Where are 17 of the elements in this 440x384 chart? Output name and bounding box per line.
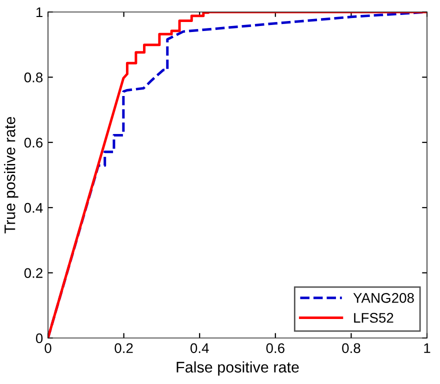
y-tick-label: 0 <box>36 333 43 344</box>
line-series <box>48 12 427 338</box>
y-tick-label: 0.4 <box>24 202 43 213</box>
y-tick-label: 0.6 <box>24 138 43 148</box>
x-tick-label: 1 <box>424 343 430 353</box>
x-tick-label: 0.8 <box>342 343 360 354</box>
y-tick-label: 0.8 <box>24 72 43 82</box>
legend-label: LFS52 <box>354 312 394 323</box>
legend-label: YANG208 <box>353 293 414 303</box>
x-tick-label: 0.2 <box>114 343 133 354</box>
x-tick-label: 0.6 <box>266 343 284 354</box>
y-axis-title: True positive rate <box>4 116 18 234</box>
y-tick-label: 0.2 <box>24 268 42 278</box>
y-tick-label: 1 <box>36 7 42 18</box>
x-tick-label: 0.4 <box>190 343 209 354</box>
x-tick-label: 0 <box>44 343 52 354</box>
x-axis-title: False positive rate <box>176 361 299 376</box>
